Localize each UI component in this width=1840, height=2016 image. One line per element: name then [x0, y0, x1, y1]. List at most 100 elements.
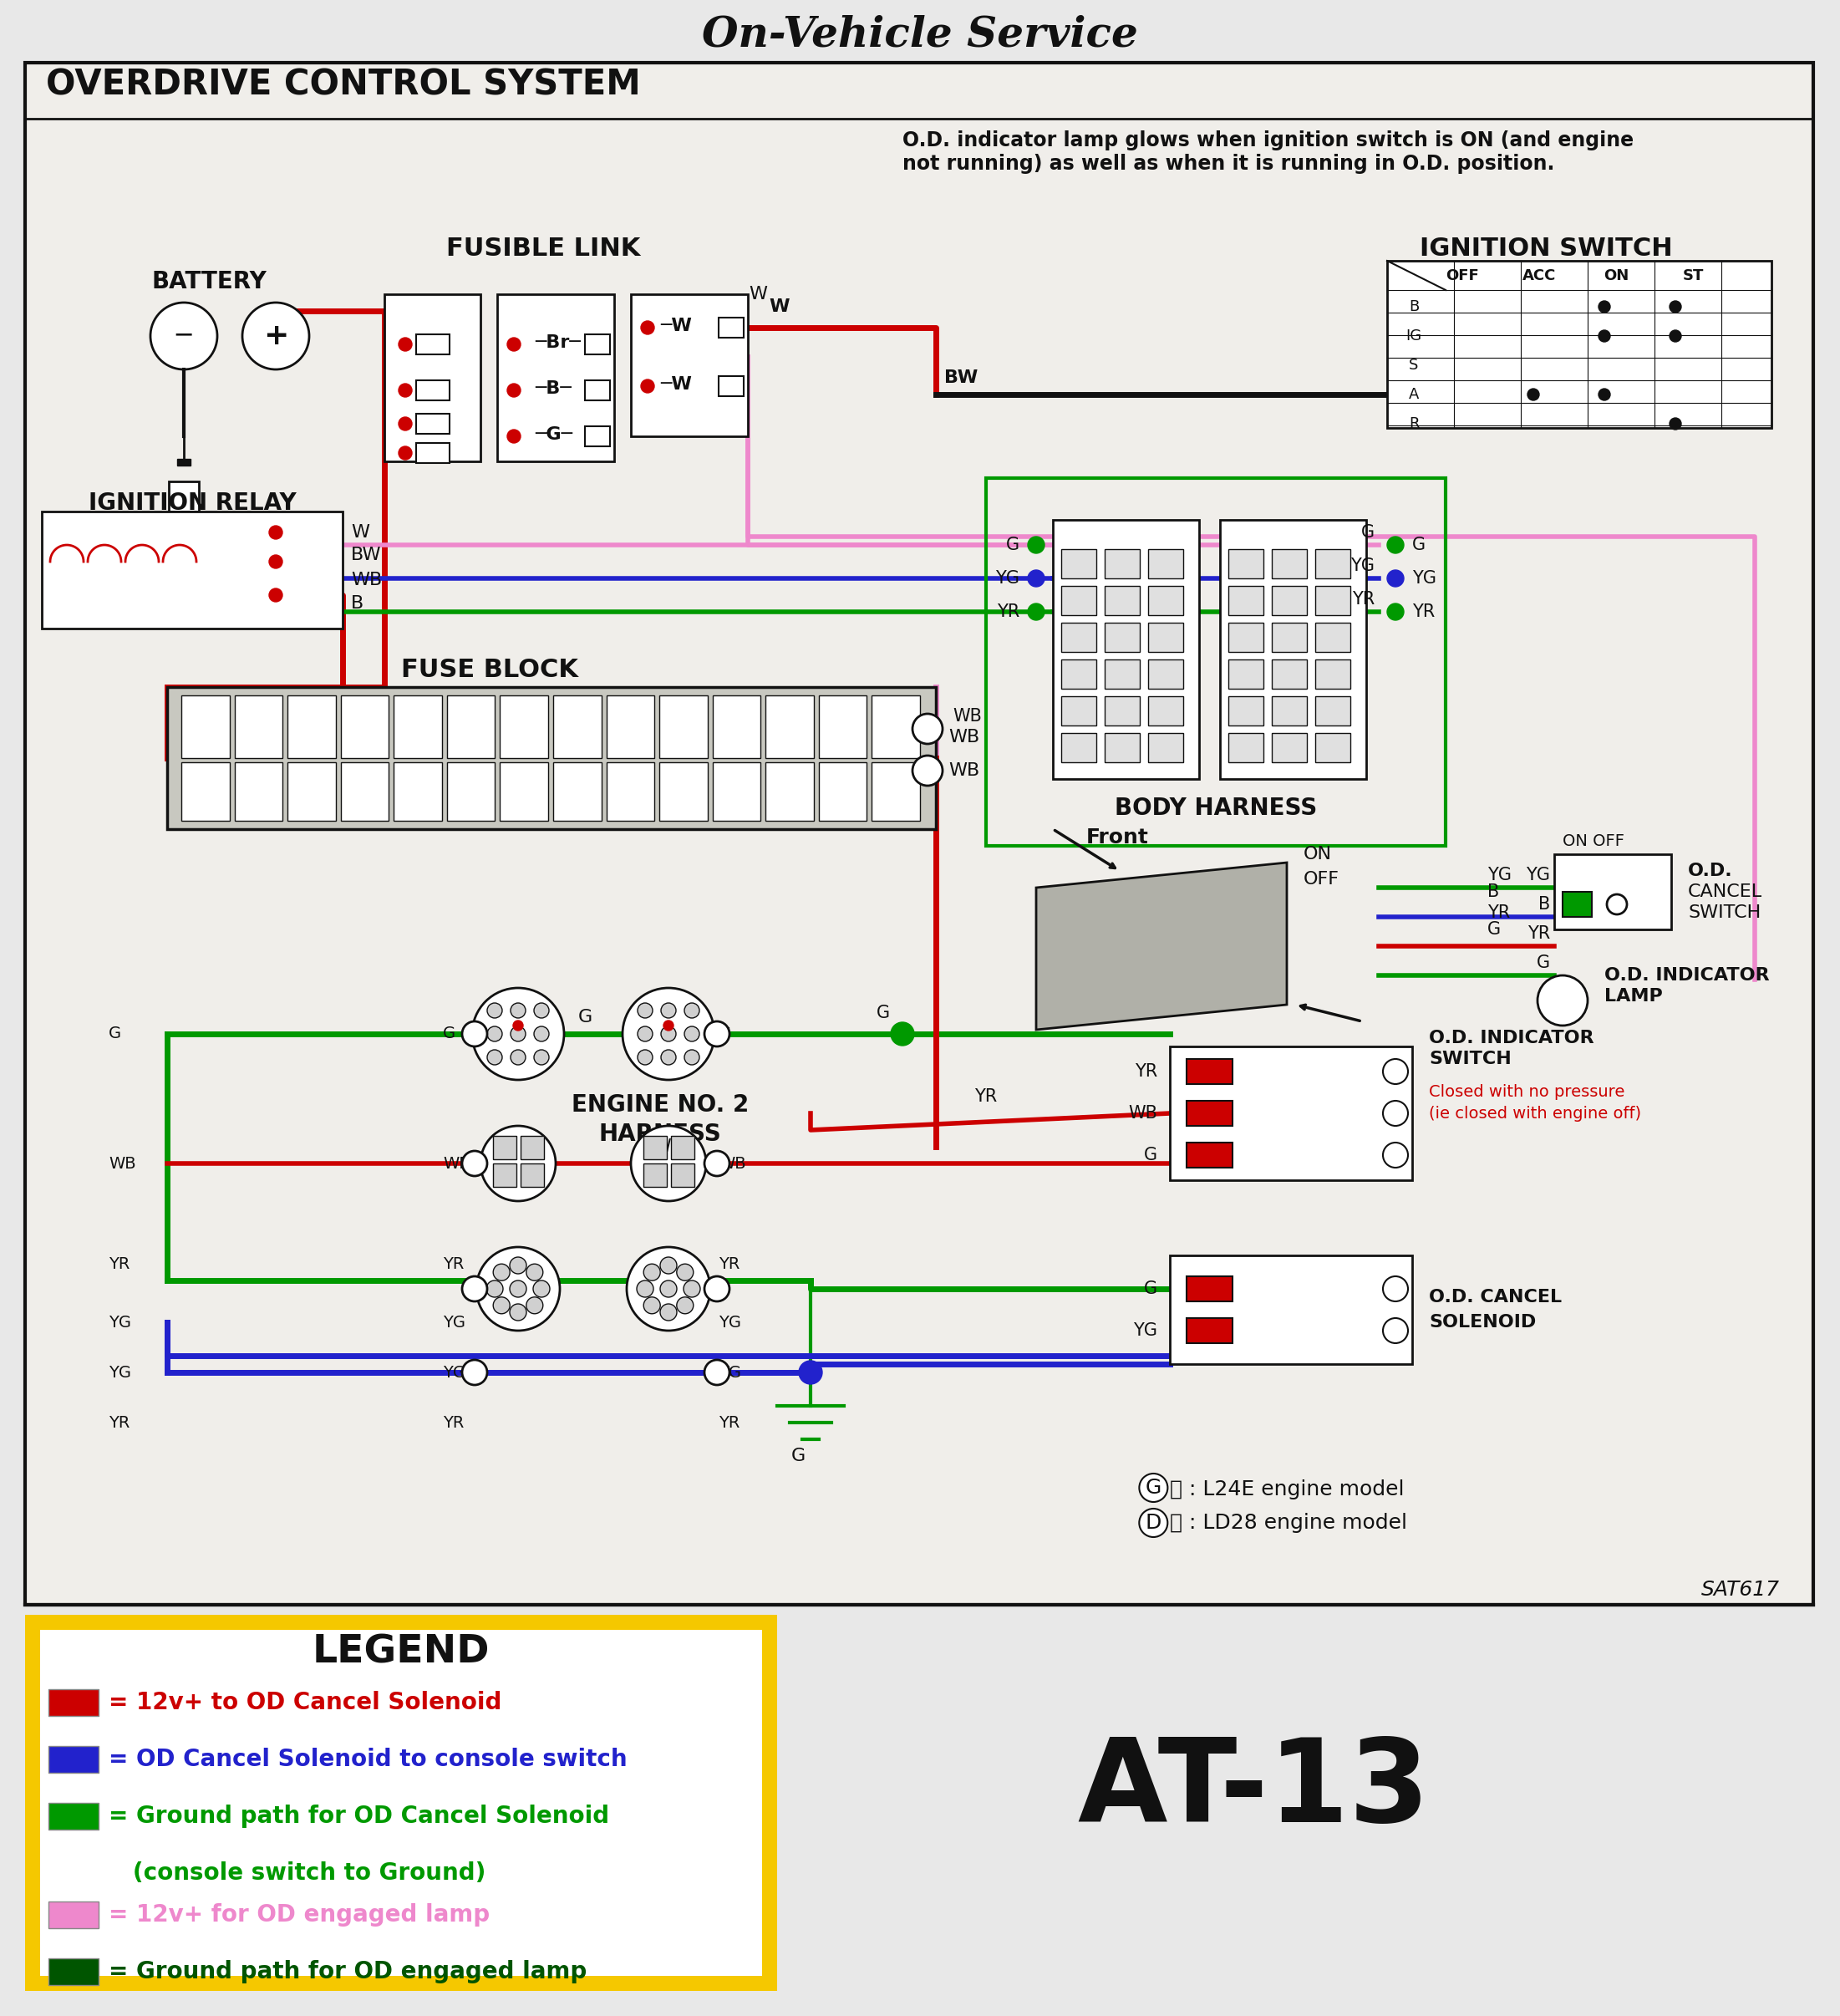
Bar	[416, 413, 449, 433]
Text: FUSE BLOCK: FUSE BLOCK	[401, 657, 578, 683]
Circle shape	[705, 1276, 729, 1302]
Circle shape	[473, 988, 565, 1081]
Bar	[1104, 587, 1139, 615]
Bar	[447, 696, 495, 758]
Text: G: G	[1362, 524, 1374, 540]
Circle shape	[477, 1248, 559, 1331]
Bar	[385, 294, 480, 462]
Text: YR: YR	[997, 603, 1019, 621]
Bar	[1229, 734, 1264, 762]
Circle shape	[638, 1004, 653, 1018]
Circle shape	[462, 1276, 488, 1302]
Text: B: B	[1487, 883, 1500, 901]
Bar	[234, 762, 283, 821]
Bar	[182, 762, 230, 821]
Bar	[447, 762, 495, 821]
Text: YG: YG	[719, 1365, 742, 1381]
Bar	[169, 482, 199, 512]
Text: W: W	[769, 298, 789, 314]
Text: 20: 20	[677, 782, 692, 792]
Circle shape	[399, 337, 412, 351]
Bar	[644, 1163, 666, 1187]
Text: 10: 10	[730, 782, 745, 792]
Bar	[1170, 1256, 1411, 1365]
Text: 15: 15	[837, 782, 852, 792]
Text: ─G─: ─G─	[535, 425, 572, 444]
Circle shape	[510, 1258, 526, 1274]
Bar	[1316, 696, 1351, 726]
Text: D: D	[922, 764, 933, 778]
Text: O.D.: O.D.	[1687, 863, 1733, 879]
Bar	[182, 696, 230, 758]
Text: = 12v+ to OD Cancel Solenoid: = 12v+ to OD Cancel Solenoid	[109, 1691, 502, 1714]
Bar	[1062, 623, 1097, 651]
Bar	[1229, 696, 1264, 726]
Text: YR: YR	[719, 1415, 740, 1431]
Circle shape	[151, 302, 217, 369]
Bar	[1271, 734, 1306, 762]
Text: WB: WB	[351, 573, 383, 589]
Text: YR: YR	[719, 1256, 740, 1272]
Circle shape	[510, 1004, 526, 1018]
Circle shape	[488, 1004, 502, 1018]
Text: OVERDRIVE CONTROL SYSTEM: OVERDRIVE CONTROL SYSTEM	[46, 69, 640, 103]
Text: YG: YG	[995, 571, 1019, 587]
Text: BW: BW	[351, 546, 381, 562]
Text: D: D	[1144, 1512, 1161, 1532]
Text: G: G	[109, 1026, 121, 1042]
Bar	[26, 62, 1812, 1605]
Text: ENGINE NO. 2: ENGINE NO. 2	[572, 1093, 749, 1117]
Bar	[340, 762, 388, 821]
Text: AT-13: AT-13	[1076, 1734, 1430, 1847]
Text: G: G	[719, 1026, 730, 1042]
Text: 10: 10	[889, 782, 903, 792]
Text: YR: YR	[1135, 1062, 1157, 1081]
Text: WB: WB	[948, 730, 979, 746]
Bar	[1229, 623, 1264, 651]
Text: W: W	[749, 286, 767, 302]
Bar	[1104, 734, 1139, 762]
Bar	[607, 762, 655, 821]
Bar	[1555, 855, 1671, 929]
Circle shape	[526, 1296, 543, 1314]
Text: OFF: OFF	[1446, 268, 1479, 284]
Circle shape	[1669, 417, 1682, 429]
Bar	[1052, 520, 1200, 778]
Circle shape	[486, 1280, 502, 1296]
Bar	[819, 762, 867, 821]
Text: LAMP: LAMP	[1604, 988, 1663, 1004]
Circle shape	[508, 429, 521, 444]
Text: YG: YG	[443, 1314, 466, 1331]
Text: YR: YR	[1411, 603, 1435, 621]
Text: ─: ─	[177, 325, 191, 349]
Bar	[1148, 659, 1183, 689]
Circle shape	[534, 1280, 550, 1296]
Text: ON: ON	[1603, 268, 1628, 284]
Bar	[48, 1689, 99, 1716]
Bar	[394, 696, 442, 758]
Bar	[1148, 623, 1183, 651]
Bar	[1271, 623, 1306, 651]
Circle shape	[684, 1050, 699, 1064]
Bar	[659, 762, 708, 821]
Circle shape	[644, 1264, 661, 1280]
Bar	[585, 335, 611, 355]
Bar	[416, 381, 449, 401]
Circle shape	[1384, 1058, 1408, 1085]
Text: B: B	[1409, 298, 1419, 314]
Text: Closed with no pressure: Closed with no pressure	[1430, 1085, 1625, 1101]
Bar	[416, 444, 449, 464]
Circle shape	[1669, 300, 1682, 312]
Circle shape	[677, 1296, 694, 1314]
Circle shape	[399, 446, 412, 460]
Circle shape	[661, 1004, 675, 1018]
Bar	[1187, 1058, 1233, 1085]
Bar	[40, 1629, 762, 1976]
Circle shape	[510, 1050, 526, 1064]
Circle shape	[1384, 1101, 1408, 1125]
Circle shape	[488, 1026, 502, 1042]
Text: W: W	[351, 524, 370, 540]
Circle shape	[508, 337, 521, 351]
Bar	[287, 762, 335, 821]
Bar	[521, 1135, 545, 1159]
